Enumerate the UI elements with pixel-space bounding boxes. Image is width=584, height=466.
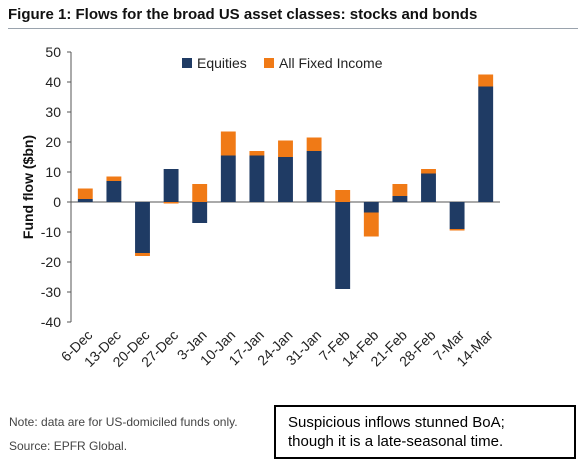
bar-equities-11	[392, 196, 408, 202]
y-tick-label-6: -10	[41, 224, 61, 240]
bar-fixed-income-8	[306, 137, 322, 151]
legend-label-fixed-income: All Fixed Income	[279, 55, 383, 71]
bar-fixed-income-4	[192, 184, 208, 202]
y-tick-label-1: 40	[45, 74, 61, 90]
bar-equities-13	[449, 202, 465, 229]
bar-equities-1	[106, 181, 122, 202]
chart-bars	[77, 74, 494, 289]
bar-fixed-income-9	[335, 190, 351, 202]
bar-equities-9	[335, 202, 351, 289]
bar-fixed-income-0	[77, 188, 93, 199]
bar-equities-8	[306, 151, 322, 202]
bar-equities-2	[135, 202, 150, 253]
y-tick-label-7: -20	[41, 254, 61, 270]
bar-fixed-income-7	[278, 140, 293, 157]
bar-fixed-income-2	[135, 253, 150, 256]
legend-swatch-fixed-income	[264, 58, 274, 68]
bar-equities-5	[220, 155, 236, 202]
y-tick-label-3: 20	[45, 134, 61, 150]
bar-equities-3	[163, 169, 179, 202]
callout-line-2: though it is a late-seasonal time.	[288, 433, 504, 450]
bar-equities-6	[249, 155, 265, 202]
bar-fixed-income-1	[106, 176, 122, 181]
chart-title: Figure 1: Flows for the broad US asset c…	[8, 6, 578, 29]
y-tick-label-2: 30	[45, 104, 61, 120]
legend-swatch-equities	[182, 58, 192, 68]
bar-equities-0	[77, 199, 93, 202]
source-note: Source: EPFR Global.	[9, 439, 128, 453]
bar-fixed-income-5	[220, 131, 236, 156]
y-tick-label-9: -40	[41, 314, 61, 330]
bar-equities-12	[421, 173, 436, 202]
y-axis-label: Fund flow ($bn)	[20, 135, 36, 239]
bar-equities-4	[192, 202, 208, 223]
chart-legend: Equities All Fixed Income	[182, 55, 383, 71]
callout-line-1: Suspicious inflows stunned BoA;	[288, 414, 505, 431]
bar-equities-7	[278, 157, 293, 202]
y-tick-label-5: 0	[53, 194, 61, 210]
bar-equities-14	[478, 86, 494, 202]
bar-fixed-income-12	[421, 169, 436, 174]
y-tick-label-0: 50	[45, 44, 61, 60]
bar-fixed-income-3	[163, 202, 179, 204]
y-tick-label-8: -30	[41, 284, 61, 300]
footnote: Note: data are for US-domiciled funds on…	[9, 415, 238, 429]
bar-fixed-income-13	[449, 229, 465, 231]
legend-label-equities: Equities	[197, 55, 247, 71]
callout-box: Suspicious inflows stunned BoA; though i…	[274, 405, 576, 459]
bar-fixed-income-14	[478, 74, 494, 87]
bar-fixed-income-11	[392, 184, 408, 196]
bar-equities-10	[363, 202, 379, 213]
y-tick-label-4: 10	[45, 164, 61, 180]
bar-fixed-income-6	[249, 151, 265, 156]
bar-fixed-income-10	[363, 212, 379, 237]
